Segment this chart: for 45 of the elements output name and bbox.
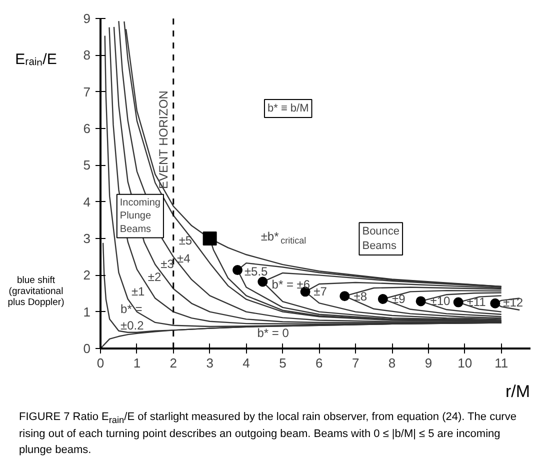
annotation: Bounce Beams <box>362 226 400 252</box>
y-tick-label: 6 <box>83 121 91 136</box>
y-axis-title: Eᵣₐᵢₙ/E <box>14 50 58 70</box>
x-tick-label: 4 <box>242 356 250 370</box>
annotation: ±10 <box>430 294 451 308</box>
y-tick-label: 4 <box>83 194 91 210</box>
y-tick-label: 3 <box>83 231 91 246</box>
x-axis-title: r/M <box>504 381 530 403</box>
x-tick-label: 3 <box>206 356 214 370</box>
annotation: ±9 <box>392 292 406 306</box>
annotation: ±2 <box>148 270 162 284</box>
annotation: b* ≡ b/M <box>267 102 309 114</box>
y-tick-label: 1 <box>83 304 91 320</box>
x-tick-label: 6 <box>316 356 323 370</box>
y-tick-label: 0 <box>83 341 91 356</box>
annotation: b* = 0 <box>257 326 290 340</box>
annotation: ±7 <box>314 284 328 299</box>
x-tick-label: 10 <box>458 356 472 370</box>
x-tick-label: 1 <box>133 356 141 370</box>
x-tick-label: 2 <box>170 356 177 370</box>
annotation: b* = ±6 <box>272 277 310 292</box>
y-tick-label: 7 <box>83 84 91 100</box>
x-tick-label: 11 <box>494 356 508 370</box>
annotation: Incoming Plunge Beams <box>120 197 160 235</box>
annotation: ±11 <box>466 294 486 309</box>
ref-line-label: EVENT HORIZON <box>156 90 170 189</box>
annotation: ±8 <box>354 289 368 304</box>
x-tick-label: 5 <box>279 356 286 370</box>
annotation: ±5.5 <box>244 264 268 278</box>
annotation: b* = ±0.2 <box>120 302 144 333</box>
x-tick-label: 0 <box>96 356 104 370</box>
x-tick-label: 8 <box>388 356 396 370</box>
y-tick-label: 9 <box>83 11 91 26</box>
y-tick-label: 5 <box>83 158 91 173</box>
annotation: ±3 <box>160 257 174 272</box>
annotation: ±4 <box>177 252 191 266</box>
caption: FIGURE 7 Ratio E$_{rain}$/E of starlight measured by the local rain observer, from equation (24). The curve rising out of each turning point describes an outgoing beam. Beams with 0 ≤ |b/M| ≤ 5 are incoming plunge beams. <box>19 410 518 458</box>
annotation: ±5 <box>178 233 192 248</box>
text: blue shift (gravitational plus Doppler) <box>6 275 66 309</box>
y-tick-label: 2 <box>83 268 91 283</box>
y-tick-label: 8 <box>83 48 91 63</box>
x-tick-label: 7 <box>352 356 360 370</box>
annotation: ±12 <box>503 296 524 310</box>
annotation: ±1 <box>131 284 146 299</box>
x-tick-label: 9 <box>424 356 432 370</box>
